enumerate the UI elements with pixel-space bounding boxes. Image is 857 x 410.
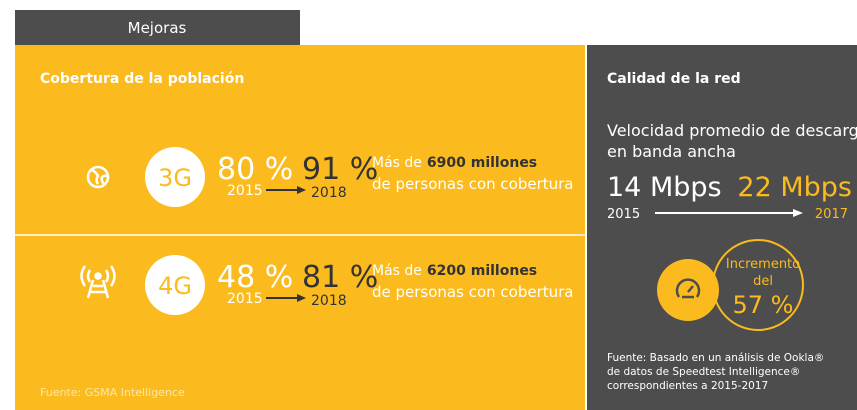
description-suffix: de personas con cobertura	[372, 283, 574, 301]
antenna-icon	[80, 265, 116, 299]
arrow-head	[297, 294, 306, 302]
tab	[15, 10, 300, 45]
description-bold: 6200 millones	[427, 263, 537, 279]
coverage-panel	[15, 45, 585, 410]
coverage-source: Fuente: GSMA Intelligence	[40, 386, 185, 399]
globe-icon	[86, 165, 110, 189]
tab-label: Mejoras	[128, 19, 187, 37]
technology: 4G	[158, 272, 192, 300]
description-bold: 6900 millones	[427, 155, 537, 171]
network-subtitle: Velocidad promedio de descarga	[607, 121, 857, 140]
description: Más de 6200 millones	[372, 263, 537, 279]
increase-value: 57 %	[733, 291, 794, 319]
network-source: correspondientes a 2015-2017	[607, 380, 768, 392]
to-year: 2018	[311, 185, 347, 201]
description-prefix: Más de	[372, 155, 422, 171]
description-prefix: Más de	[372, 263, 422, 279]
network-subtitle: en banda ancha	[607, 142, 736, 161]
arrow-head	[793, 209, 803, 217]
from-year: 2015	[227, 183, 263, 199]
to-speed: 22 Mbps	[737, 172, 852, 203]
description: Más de 6900 millones	[372, 155, 537, 171]
network-panel	[587, 45, 857, 410]
technology-badge	[145, 255, 205, 315]
increase-label: Incremento	[726, 257, 800, 272]
network-source: de datos de Speedtest Intelligence®	[607, 366, 800, 378]
from-year: 2015	[607, 207, 640, 222]
technology-badge	[145, 147, 205, 207]
from-year: 2015	[227, 291, 263, 307]
description-suffix: de personas con cobertura	[372, 175, 574, 193]
network-heading: Calidad de la red	[607, 71, 741, 87]
to-value: 91 %	[302, 152, 378, 187]
arrow-head	[297, 186, 306, 194]
to-value: 81 %	[302, 260, 378, 295]
increase-label: del	[753, 274, 773, 289]
speed-icon	[675, 278, 701, 299]
coverage-heading: Cobertura de la población	[40, 71, 244, 87]
speed-icon-bg	[657, 259, 719, 321]
technology: 3G	[158, 164, 192, 192]
from-value: 48 %	[217, 260, 293, 295]
from-value: 80 %	[217, 152, 293, 187]
from-speed: 14 Mbps	[607, 172, 722, 203]
to-year: 2017	[815, 207, 848, 222]
network-source: Fuente: Basado en un análisis de Ookla®	[607, 352, 824, 364]
to-year: 2018	[311, 293, 347, 309]
